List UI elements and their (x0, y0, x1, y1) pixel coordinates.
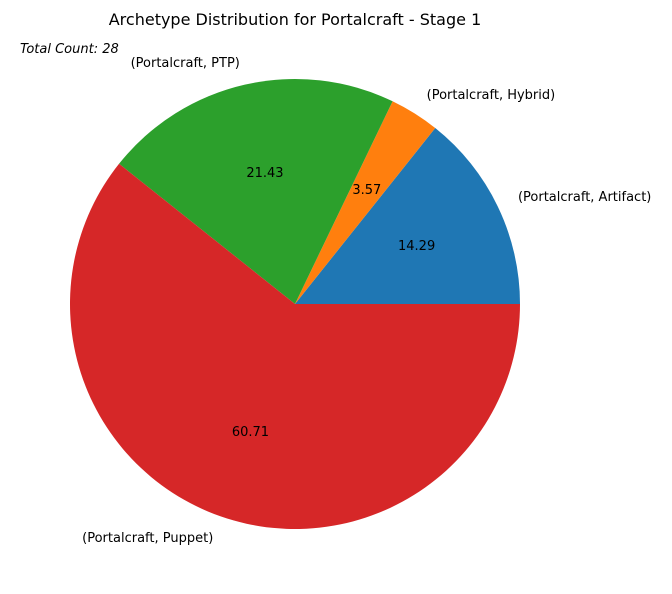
pie-slice (295, 101, 436, 304)
pie-slice (70, 163, 521, 529)
slice-value-label: 21.43 (246, 166, 283, 181)
chart-title: Archetype Distribution for Portalcraft -… (109, 10, 482, 29)
slice-category-label: (Portalcraft, Artifact) (518, 190, 651, 205)
slice-category-label: (Portalcraft, PTP) (131, 56, 240, 71)
slice-value-label: 60.71 (232, 425, 269, 440)
slice-value-label: 14.29 (398, 239, 435, 254)
slice-category-label: (Portalcraft, Hybrid) (427, 88, 556, 103)
pie-slice (295, 128, 520, 304)
slice-category-label: (Portalcraft, Puppet) (82, 531, 213, 546)
total-count-annotation: Total Count: 28 (20, 42, 119, 57)
pie-slice (119, 78, 393, 304)
pie-labels: 14.29 (Portalcraft, Artifact) 3.57 (Portalc… (82, 56, 651, 546)
pie-slices (70, 78, 521, 529)
slice-value-label: 3.57 (352, 183, 381, 198)
